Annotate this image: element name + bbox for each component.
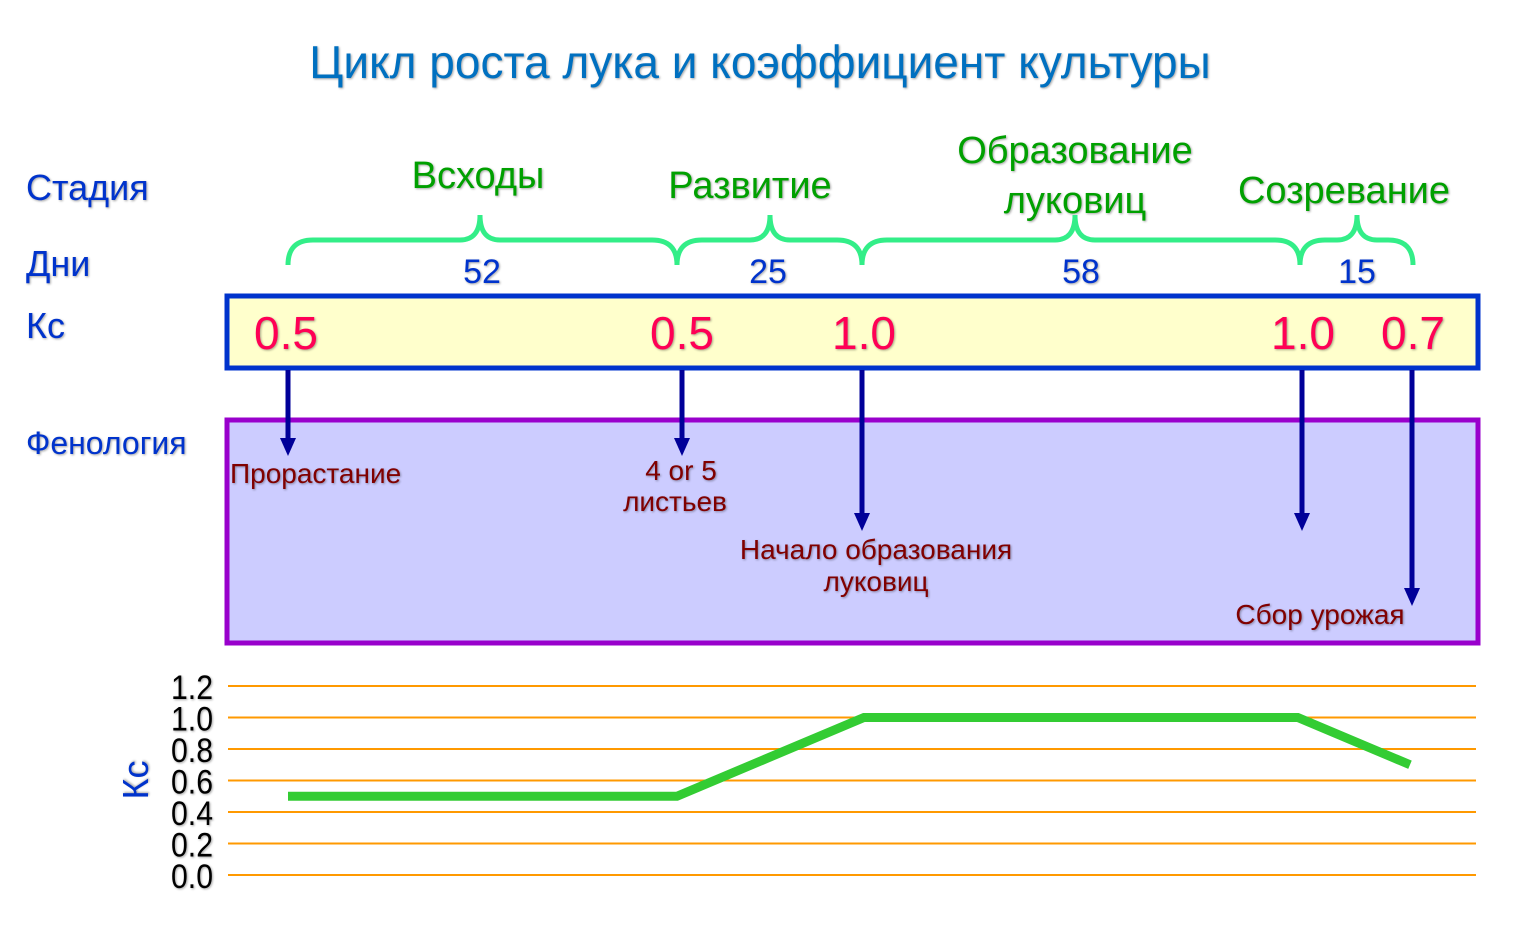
kc-value: 1.0 xyxy=(1271,307,1335,359)
y-tick-label: 0.2 xyxy=(171,827,213,865)
stage-row-label: Стадия xyxy=(26,167,149,208)
phenology-leaves: 4 or 5 xyxy=(645,455,717,486)
stage-brace xyxy=(1297,214,1416,266)
days-row-label: Дни xyxy=(26,243,90,284)
arrow-down-icon xyxy=(1404,370,1420,606)
phenology-germination: Прорастание xyxy=(230,458,401,489)
stage-name: Созревание xyxy=(1238,170,1450,212)
y-tick-label: 0.0 xyxy=(171,858,213,896)
kc-chart: Кс 0.00.20.40.60.81.01.2 xyxy=(115,669,1476,896)
y-tick-label: 1.0 xyxy=(171,701,213,739)
kc-box xyxy=(224,293,1481,371)
arrow-down-icon xyxy=(854,370,870,531)
y-tick-label: 0.6 xyxy=(171,764,213,802)
kc-row-label: Кс xyxy=(26,305,65,346)
stage-name: Развитие xyxy=(668,165,831,207)
phenology-row-label: Фенология xyxy=(26,425,187,461)
phenology-bulb-start: Начало образования xyxy=(740,534,1012,565)
stage-brace xyxy=(674,214,865,266)
phenology-bulb-start: луковиц xyxy=(823,566,928,597)
kc-value: 0.7 xyxy=(1381,307,1445,359)
stage-days: 52 xyxy=(463,253,501,291)
phenology-harvest: Сбор урожая xyxy=(1235,599,1404,630)
stage-name: Всходы xyxy=(412,155,545,197)
y-tick-label: 0.4 xyxy=(171,795,213,833)
stage-name: Образование xyxy=(957,130,1193,172)
stage-days: 25 xyxy=(749,253,787,291)
y-tick-label: 0.8 xyxy=(171,732,213,770)
kc-value: 0.5 xyxy=(254,307,318,359)
stage-brace xyxy=(859,214,1303,266)
arrow-down-icon xyxy=(280,370,296,456)
stage-days: 58 xyxy=(1062,253,1100,291)
kc-series-line xyxy=(288,713,1412,801)
kc-value: 1.0 xyxy=(832,307,896,359)
stage-brace xyxy=(285,214,680,266)
phenology-leaves: листьев xyxy=(623,486,727,517)
stage-days: 15 xyxy=(1338,253,1376,291)
kc-value: 0.5 xyxy=(650,307,714,359)
diagram-title: Цикл роста лука и коэффициент культуры xyxy=(309,36,1210,88)
phenology-box xyxy=(224,417,1481,646)
chart-y-axis-label: Кс xyxy=(115,761,156,800)
arrow-down-icon xyxy=(1294,370,1310,531)
y-tick-label: 1.2 xyxy=(171,669,213,707)
arrow-down-icon xyxy=(674,370,690,456)
